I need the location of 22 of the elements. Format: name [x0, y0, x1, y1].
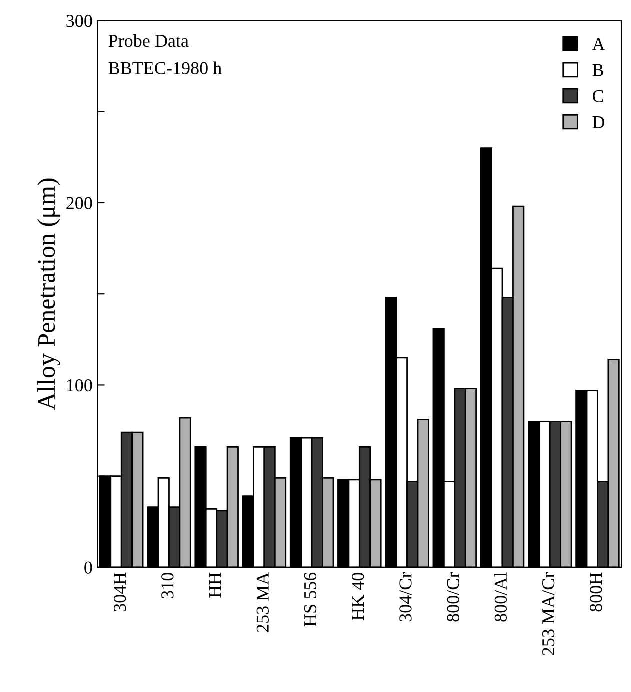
y-tick-label: 200 [66, 197, 92, 210]
legend-label: C [592, 90, 604, 102]
x-tick-label: HS 556 [304, 572, 317, 626]
x-tick-label: 253 MA/Cr [542, 572, 555, 656]
x-tick-label: HH [209, 572, 222, 598]
x-tick-label: 253 MA [256, 572, 269, 632]
y-tick-label: 100 [67, 379, 92, 392]
y-tick-label: 0 [84, 562, 92, 574]
x-tick-label: HK 40 [352, 572, 364, 620]
legend-label: D [592, 116, 605, 128]
y-axis-title: Alloy Penetration (μm) [38, 178, 60, 410]
x-tick-label: 800/Cr [447, 572, 460, 622]
legend-label: A [592, 38, 606, 50]
legend-label: B [592, 64, 604, 76]
annotation: Probe Data [108, 34, 189, 48]
x-tick-label: 800H [590, 572, 602, 612]
x-tick-label: 310 [162, 572, 174, 599]
x-tick-label: 304H [114, 572, 126, 612]
x-tick-label: 304/Cr [400, 572, 412, 622]
annotation: BBTEC-1980 h [108, 62, 222, 74]
x-tick-label: 800/Al [494, 572, 508, 622]
y-tick-label: 300 [66, 15, 92, 28]
